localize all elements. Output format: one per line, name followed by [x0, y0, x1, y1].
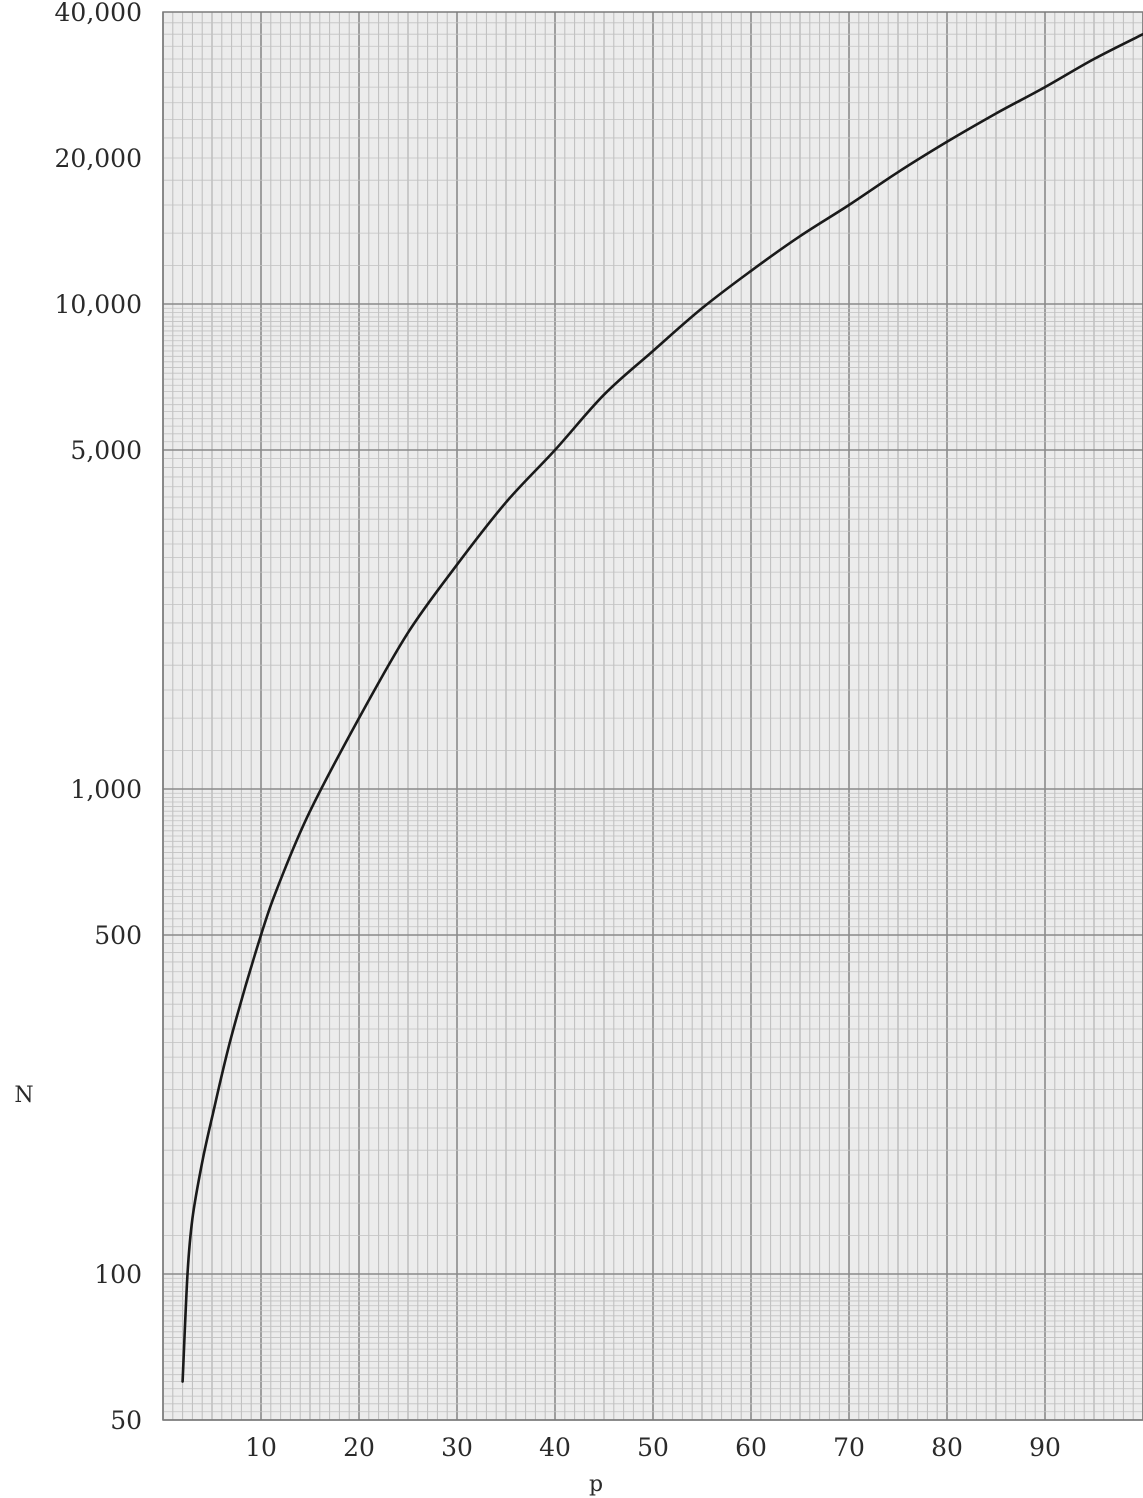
y-tick-label: 10,000	[55, 290, 142, 319]
x-tick-label: 80	[931, 1433, 963, 1462]
x-tick-label: 30	[441, 1433, 473, 1462]
y-tick-label: 40,000	[55, 0, 142, 27]
x-tick-label: 10	[245, 1433, 277, 1462]
graph-paper-grid	[162, 11, 1143, 1421]
y-tick-label: 1,000	[70, 775, 142, 804]
x-tick-label: 20	[343, 1433, 375, 1462]
y-tick-label: 5,000	[70, 436, 142, 465]
y-tick-label: 50	[110, 1406, 142, 1435]
x-axis-label: p	[589, 1472, 603, 1497]
x-tick-label: 70	[833, 1433, 865, 1462]
x-tick-label: 60	[735, 1433, 767, 1462]
x-tick-label: 90	[1029, 1433, 1061, 1462]
x-axis-ticks: 10 20 30 40 50 60 70 80 90	[245, 1433, 1061, 1462]
y-tick-label: 500	[94, 921, 142, 950]
x-tick-label: 40	[539, 1433, 571, 1462]
x-tick-label: 50	[637, 1433, 669, 1462]
y-axis-label: N	[14, 1083, 33, 1108]
series-line-0	[181, 32, 1143, 1383]
plot-frame	[162, 11, 1143, 1421]
plot-area	[181, 32, 1143, 1383]
y-axis-ticks: 50 100 500 1,000 5,000 10,000 20,000 40,000	[55, 0, 142, 1435]
y-tick-label: 100	[94, 1260, 142, 1289]
y-tick-label: 20,000	[55, 144, 142, 173]
